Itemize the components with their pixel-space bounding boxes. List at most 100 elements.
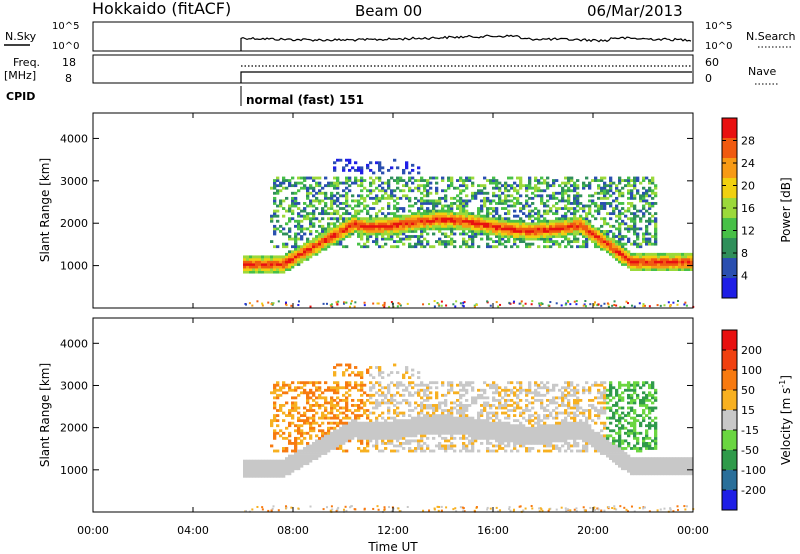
velocity-cell <box>510 449 514 453</box>
velocity-cell <box>276 449 280 453</box>
velocity-cell <box>288 469 292 473</box>
velocity-cell <box>522 388 526 392</box>
power-cell <box>564 176 568 180</box>
power-cell <box>618 179 622 182</box>
velocity-cell <box>471 419 475 423</box>
power-cell <box>609 240 613 244</box>
power-cell <box>570 212 574 216</box>
power-cell <box>486 191 490 195</box>
power-cell <box>273 214 277 218</box>
velocity-cell <box>453 436 457 440</box>
velocity-cell <box>360 371 364 374</box>
velocity-cell <box>600 429 604 433</box>
velocity-cell <box>294 459 298 463</box>
power-cell <box>459 199 463 203</box>
power-cell <box>273 186 277 190</box>
velocity-cell <box>603 449 607 453</box>
velocity-cell <box>459 436 463 440</box>
power-cell <box>648 194 652 198</box>
power-cell <box>375 202 379 205</box>
power-cell <box>685 304 688 307</box>
power-cell <box>627 240 631 244</box>
velocity-cell <box>384 441 388 445</box>
power-cell <box>279 265 283 269</box>
power-cell <box>609 247 613 251</box>
velocity-cell <box>477 424 481 428</box>
power-cell <box>420 232 424 236</box>
power-cell <box>399 219 403 223</box>
velocity-cell <box>540 406 544 410</box>
power-cell <box>585 227 589 231</box>
velocity-cell <box>552 386 556 390</box>
power-cell <box>489 199 493 203</box>
power-cell <box>600 237 604 241</box>
velocity-cell <box>372 424 376 428</box>
velocity-cell <box>450 388 454 392</box>
power-cell <box>525 189 529 193</box>
power-cell <box>648 265 652 269</box>
velocity-cell <box>303 414 307 417</box>
power-cell <box>480 232 484 236</box>
power-cell <box>643 304 646 307</box>
power-cell <box>630 184 634 188</box>
velocity-cell <box>561 386 565 390</box>
power-cell <box>291 245 295 249</box>
power-cell <box>537 186 541 190</box>
power-cell <box>573 207 577 210</box>
velocity-cell <box>309 436 313 440</box>
power-cell <box>513 209 517 213</box>
velocity-cell <box>540 429 544 433</box>
power-cell <box>588 207 592 210</box>
power-cell <box>621 245 625 249</box>
power-cell <box>627 224 631 228</box>
velocity-cell <box>537 449 541 453</box>
velocity-cell <box>288 441 292 445</box>
velocity-cell <box>645 406 649 410</box>
power-cell <box>519 227 523 231</box>
power-cell <box>615 235 619 238</box>
velocity-cell <box>615 411 619 415</box>
power-cell <box>609 181 613 185</box>
power-cell <box>543 245 547 249</box>
velocity-cell <box>279 393 283 397</box>
power-cell <box>613 300 616 303</box>
power-cell <box>492 245 496 249</box>
velocity-cell <box>243 472 247 476</box>
power-cell <box>501 232 505 236</box>
velocity-cell <box>393 436 397 440</box>
velocity-cell <box>591 431 595 435</box>
power-cell <box>516 189 520 193</box>
velocity-cell <box>441 447 445 450</box>
power-cell <box>508 302 511 305</box>
velocity-cell <box>390 381 394 385</box>
power-cell <box>465 222 469 226</box>
velocity-cell <box>444 409 448 412</box>
power-cell <box>444 217 448 221</box>
velocity-cell <box>276 462 280 466</box>
power-cell <box>387 179 391 182</box>
power-cell <box>306 242 310 246</box>
power-cell <box>492 217 496 221</box>
power-cell <box>570 207 574 210</box>
power-cell <box>384 237 388 241</box>
power-cell <box>594 209 598 213</box>
velocity-cell <box>456 404 460 407</box>
velocity-cell <box>291 462 295 466</box>
power-cell <box>495 202 499 205</box>
velocity-cell <box>315 404 319 407</box>
power-cell <box>282 176 286 180</box>
power-cell <box>528 224 532 228</box>
power-cell <box>393 212 397 216</box>
velocity-cell <box>597 416 601 420</box>
velocity-cell <box>360 381 364 385</box>
velocity-cell <box>621 391 625 395</box>
velocity-cell <box>510 439 514 443</box>
velocity-cell <box>303 449 307 453</box>
power-cell <box>300 230 304 233</box>
power-cell <box>471 232 475 236</box>
velocity-cell <box>333 439 337 443</box>
power-cell <box>339 202 343 205</box>
power-cell <box>477 224 481 228</box>
velocity-cell <box>345 409 349 412</box>
velocity-cell <box>633 398 637 402</box>
